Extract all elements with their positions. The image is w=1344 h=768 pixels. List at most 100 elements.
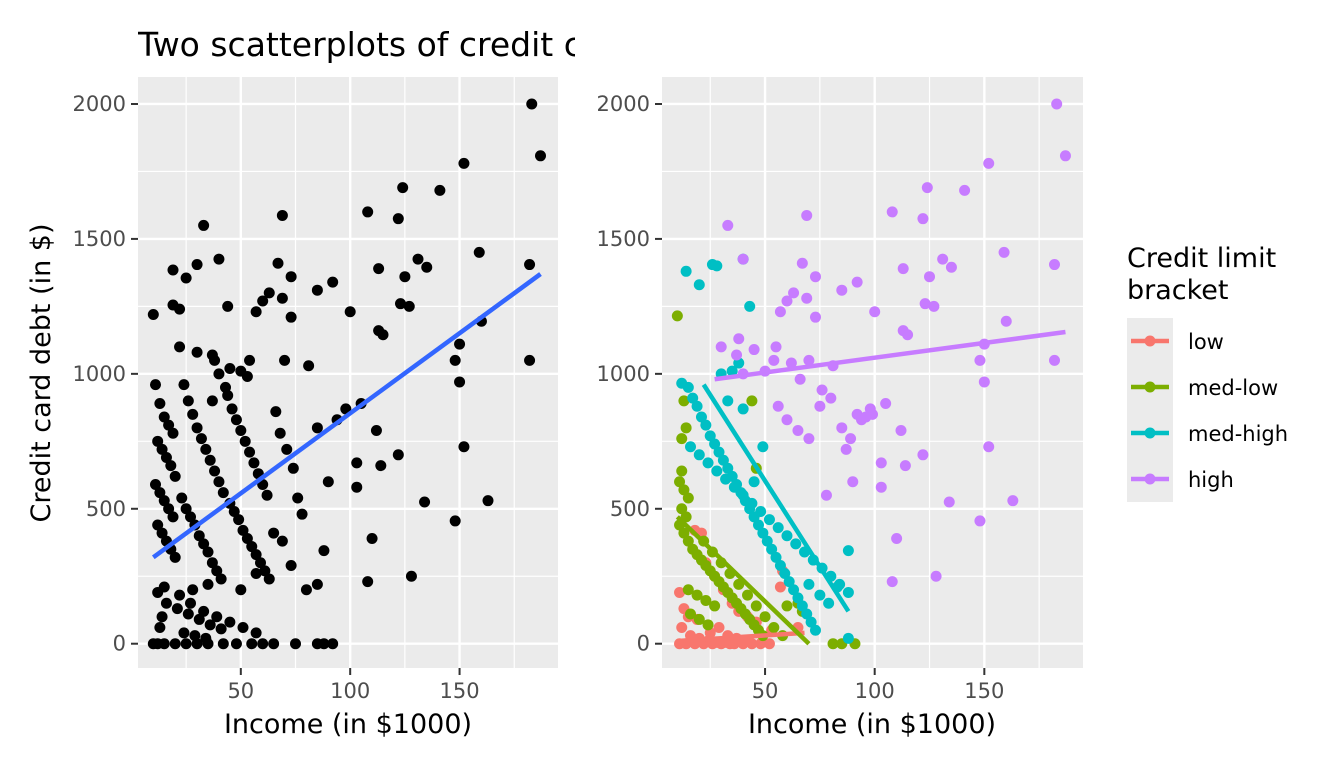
data-point-high	[1000, 315, 1012, 327]
data-point	[300, 584, 312, 596]
data-point-high	[836, 284, 848, 296]
data-point	[215, 573, 227, 585]
data-point-low	[763, 638, 775, 650]
data-point-low	[774, 581, 786, 593]
data-point-low	[713, 622, 725, 634]
data-point-med-low	[827, 638, 839, 650]
data-point-med-low	[693, 613, 705, 625]
data-point-high	[983, 157, 995, 169]
data-point	[200, 632, 212, 644]
legend-dot-med-low	[1144, 381, 1156, 393]
data-point-high	[851, 408, 863, 420]
data-point	[397, 182, 409, 194]
data-point-high	[715, 341, 727, 353]
data-point	[246, 638, 258, 650]
x-axis-title-right: Income (in $1000)	[748, 709, 996, 740]
data-point	[169, 470, 181, 482]
data-point	[259, 565, 271, 577]
data-point	[193, 530, 205, 542]
legend-dot-high	[1144, 473, 1156, 485]
data-point-med-high	[783, 576, 795, 588]
data-point	[526, 98, 538, 110]
data-point-med-high	[772, 522, 784, 534]
data-point	[163, 419, 175, 431]
data-point-high	[733, 333, 745, 345]
data-point-high	[937, 253, 949, 265]
data-point-high	[809, 271, 821, 283]
data-point-med-low	[680, 422, 692, 434]
y-tick-label: 2000	[597, 92, 650, 116]
data-point-high	[809, 311, 821, 323]
data-point	[263, 287, 275, 299]
data-point	[434, 184, 446, 196]
data-point	[241, 532, 253, 544]
data-point-high	[1051, 98, 1063, 110]
data-point	[241, 371, 253, 383]
data-point-med-high	[792, 592, 804, 604]
data-point	[222, 300, 234, 312]
data-point-med-high	[761, 535, 773, 547]
data-point	[362, 206, 374, 218]
y-tick-label: 1500	[73, 227, 126, 251]
data-point	[202, 578, 214, 590]
data-point	[327, 638, 339, 650]
data-point-med-low	[781, 600, 793, 612]
data-point	[318, 545, 330, 557]
data-point	[473, 246, 485, 258]
data-point-med-high	[757, 441, 769, 453]
legend-label-high: high	[1188, 468, 1234, 492]
data-point-med-high	[842, 545, 854, 557]
data-point	[261, 489, 273, 501]
data-point	[311, 578, 323, 590]
y-axis-title: Credit card debt (in $)	[26, 223, 57, 522]
data-point-high	[792, 425, 804, 437]
data-point	[217, 487, 229, 499]
data-point	[215, 623, 227, 635]
data-point-med-high	[781, 530, 793, 542]
data-point	[230, 414, 242, 426]
data-point-high	[1059, 150, 1071, 162]
data-point-med-high	[709, 438, 721, 450]
data-point	[171, 603, 183, 615]
data-point-high	[930, 570, 942, 582]
data-point-med-high	[711, 260, 723, 272]
data-point-high	[869, 306, 881, 318]
data-point-high	[919, 298, 931, 310]
data-point	[167, 427, 179, 439]
x-tick-label: 50	[752, 679, 779, 703]
data-point-high	[772, 400, 784, 412]
data-point-med-high	[809, 624, 821, 636]
x-tick-label: 50	[227, 679, 254, 703]
data-point-low	[676, 622, 688, 634]
regression-line-med-low	[675, 515, 811, 646]
legend-dot-med-high	[1144, 427, 1156, 439]
data-point-med-high	[744, 300, 756, 312]
data-point-high	[785, 357, 797, 369]
data-point-med-high	[737, 403, 749, 415]
data-point-high	[945, 261, 957, 273]
regression-line	[151, 272, 542, 560]
data-point	[152, 435, 164, 447]
data-point	[213, 476, 225, 488]
data-point-high	[825, 392, 837, 404]
data-point-high	[943, 496, 955, 508]
data-point	[165, 460, 177, 472]
data-point-high	[978, 376, 990, 388]
data-point-med-high	[796, 600, 808, 612]
data-point-high	[886, 576, 898, 588]
data-point-med-low	[671, 310, 683, 322]
data-point	[150, 379, 161, 391]
data-point	[395, 298, 406, 310]
data-point-high	[801, 209, 813, 221]
data-point	[147, 308, 159, 320]
legend-title-line2: bracket	[1127, 275, 1229, 306]
data-point-high	[847, 476, 859, 488]
data-point-med-high	[691, 400, 703, 412]
data-point-high	[867, 408, 878, 420]
data-point	[276, 535, 288, 547]
data-point	[154, 398, 166, 410]
data-point-med-high	[779, 568, 791, 580]
data-point	[180, 272, 192, 284]
data-point	[244, 446, 256, 458]
